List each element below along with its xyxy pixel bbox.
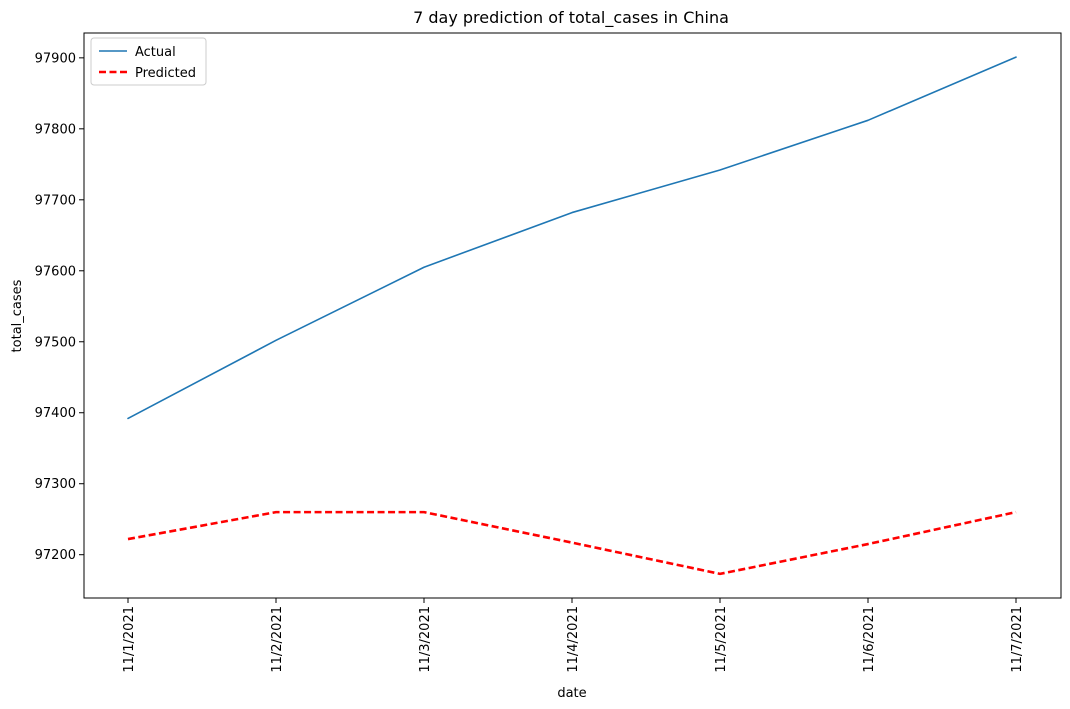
y-tick-label-4: 97600 [35, 264, 76, 279]
y-tick-label-6: 97800 [35, 122, 76, 137]
y-tick-label-1: 97300 [35, 477, 76, 492]
y-tick-label-0: 97200 [35, 548, 76, 563]
series-line-actual [127, 56, 1017, 420]
legend-label-actual: Actual [135, 45, 176, 60]
y-axis-label: total_cases [10, 279, 25, 352]
y-tick-label-3: 97500 [35, 335, 76, 350]
x-tick-label-4: 11/5/2021 [714, 606, 729, 673]
x-axis-label: date [557, 686, 586, 701]
x-tick-label-0: 11/1/2021 [122, 606, 137, 673]
y-tick-label-5: 97700 [35, 193, 76, 208]
chart-title: 7 day prediction of total_cases in China [413, 8, 729, 28]
y-tick-label-2: 97400 [35, 406, 76, 421]
series-layer [127, 56, 1017, 576]
legend-box [90, 37, 207, 86]
x-tick-label-2: 11/3/2021 [418, 606, 433, 673]
x-tick-label-5: 11/6/2021 [862, 606, 877, 673]
y-axis: 97200 97300 97400 97500 97600 97700 97800 97900 [35, 51, 84, 563]
y-tick-label-7: 97900 [35, 51, 76, 66]
plot-area [83, 32, 1062, 599]
legend: Actual Predicted [90, 37, 207, 86]
legend-label-predicted: Predicted [135, 66, 196, 81]
x-axis: 11/1/2021 11/2/2021 11/3/2021 11/4/2021 11/5… [122, 598, 1025, 673]
x-tick-label-1: 11/2/2021 [270, 606, 285, 673]
plot-frame [83, 32, 1062, 599]
x-tick-label-3: 11/4/2021 [566, 606, 581, 673]
series-line-predicted [127, 510, 1017, 576]
x-tick-label-6: 11/7/2021 [1010, 606, 1025, 673]
